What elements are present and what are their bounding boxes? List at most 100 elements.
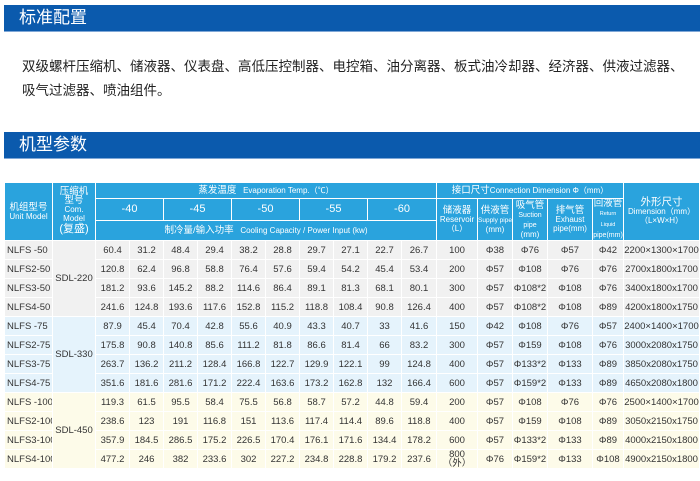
- header-capacity: 制冷量/输入功率 Cooling Capacity / Power Input …: [95, 219, 437, 242]
- cell-exhaust-pipe: Φ133: [547, 354, 593, 374]
- cell-unit-model: NLFS4-75: [4, 373, 53, 393]
- cell-capacity-power: 226.5: [231, 430, 266, 450]
- cell-capacity-power: 120.8: [95, 259, 130, 279]
- cell-reservoir: 600: [436, 373, 478, 393]
- cell-return-pipe: Φ89: [591, 411, 625, 431]
- cell-capacity-power: 115.2: [265, 297, 300, 317]
- cell-capacity-power: 234.8: [299, 449, 334, 469]
- cell-supply-pipe: Φ57: [477, 278, 513, 298]
- cell-exhaust-pipe: Φ133: [547, 430, 593, 450]
- cell-capacity-power: 152.8: [231, 297, 266, 317]
- cell-capacity-power: 33: [367, 316, 402, 336]
- header-reservoir: 储液器 Reservoir （L）: [436, 198, 478, 241]
- cell-capacity-power: 171.6: [333, 430, 368, 450]
- cell-exhaust-pipe: Φ133: [547, 373, 593, 393]
- cell-capacity-power: 93.6: [129, 278, 164, 298]
- cell-capacity-power: 114.6: [231, 278, 266, 298]
- cell-dimension: 3850x2080x1750: [623, 354, 700, 374]
- cell-dimension: 3050x2150x1750: [623, 411, 700, 431]
- cell-supply-pipe: Φ38: [477, 240, 513, 260]
- cell-capacity-power: 211.2: [163, 354, 198, 374]
- cell-capacity-power: 60.4: [95, 240, 130, 260]
- cell-return-pipe: Φ89: [591, 430, 625, 450]
- cell-capacity-power: 171.2: [197, 373, 232, 393]
- cell-capacity-power: 173.2: [299, 373, 334, 393]
- cell-exhaust-pipe: Φ76: [547, 392, 593, 412]
- cell-exhaust-pipe: Φ133: [547, 449, 593, 469]
- cell-unit-model: NLFS2-50: [4, 259, 53, 279]
- cell-capacity-power: 22.7: [367, 240, 402, 260]
- cell-capacity-power: 351.6: [95, 373, 130, 393]
- header-temp: -55: [299, 198, 368, 221]
- cell-dimension: 2400×1400×1700: [623, 316, 700, 336]
- cell-suction-pipe: Φ133*2: [512, 354, 548, 374]
- cell-exhaust-pipe: Φ108: [547, 278, 593, 298]
- cell-capacity-power: 86.6: [299, 335, 334, 355]
- cell-capacity-power: 227.2: [265, 449, 300, 469]
- cell-return-pipe: Φ76: [591, 335, 625, 355]
- cell-capacity-power: 38.2: [231, 240, 266, 260]
- cell-supply-pipe: Φ57: [477, 259, 513, 279]
- table-row: NLFS -75 SDL-330 87.9 45.4 70.4 42.8 55.6 40.9 4…: [4, 316, 700, 393]
- cell-reservoir: 400: [436, 411, 478, 431]
- cell-dimension: 4900x2150x1800: [623, 449, 700, 469]
- header-suction-pipe: 吸气管 Suction pipe (mm): [512, 198, 548, 241]
- cell-capacity-power: 83.2: [401, 335, 437, 355]
- cell-capacity-power: 151: [231, 411, 266, 431]
- cell-capacity-power: 357.9: [95, 430, 130, 450]
- table-row: NLFS4-50 241.6 124.8 193.6 117.6 152.8 115.2 11…: [4, 297, 700, 317]
- cell-return-pipe: Φ57: [591, 316, 625, 336]
- cell-dimension: 2200×1300×1700: [623, 240, 700, 260]
- table-row: NLFS2-100 238.6 123 191 116.8 151 113.6 117.4 11…: [4, 411, 700, 431]
- cell-compressor-model: SDL-450: [52, 392, 96, 469]
- cell-capacity-power: 140.8: [163, 335, 198, 355]
- cell-capacity-power: 126.4: [401, 297, 437, 317]
- cell-unit-model: NLFS4-100: [4, 449, 53, 469]
- cell-capacity-power: 166.4: [401, 373, 437, 393]
- cell-capacity-power: 237.6: [401, 449, 437, 469]
- cell-capacity-power: 40.7: [333, 316, 368, 336]
- header-temp: -50: [231, 198, 300, 221]
- header-temp: -40: [95, 198, 164, 221]
- cell-reservoir: 200: [436, 392, 478, 412]
- cell-capacity-power: 42.8: [197, 316, 232, 336]
- cell-compressor-model: SDL-330: [52, 316, 96, 393]
- cell-reservoir: 150: [436, 316, 478, 336]
- cell-capacity-power: 119.3: [95, 392, 130, 412]
- cell-exhaust-pipe: Φ57: [547, 240, 593, 260]
- table-row: NLFS4-100 477.2 246 382 233.6 302 227.2 234.8 22…: [4, 449, 700, 469]
- cell-suction-pipe: Φ108: [512, 316, 548, 336]
- cell-capacity-power: 263.7: [95, 354, 130, 374]
- cell-unit-model: NLFS -75: [4, 316, 53, 336]
- cell-capacity-power: 117.6: [197, 297, 232, 317]
- cell-supply-pipe: Φ57: [477, 430, 513, 450]
- cell-capacity-power: 40.9: [265, 316, 300, 336]
- cell-capacity-power: 99: [367, 354, 402, 374]
- cell-capacity-power: 58.4: [197, 392, 232, 412]
- cell-capacity-power: 58.8: [197, 259, 232, 279]
- cell-capacity-power: 62.4: [129, 259, 164, 279]
- cell-capacity-power: 81.3: [333, 278, 368, 298]
- cell-dimension: 4650x2080x1800: [623, 373, 700, 393]
- cell-supply-pipe: Φ42: [477, 316, 513, 336]
- cell-capacity-power: 54.2: [333, 259, 368, 279]
- cell-return-pipe: Φ89: [591, 297, 625, 317]
- table-row: NLFS -100 SDL-450 119.3 61.5 95.5 58.4 75.5 56.…: [4, 392, 700, 469]
- cell-supply-pipe: Φ57: [477, 297, 513, 317]
- cell-unit-model: NLFS2-100: [4, 411, 53, 431]
- cell-capacity-power: 88.2: [197, 278, 232, 298]
- header-evap-temp: 蒸发温度 Evaporation Temp.（℃）: [95, 182, 437, 199]
- table-row: NLFS2-50 120.8 62.4 96.8 58.8 76.4 57.6 59.4 54.…: [4, 259, 700, 279]
- cell-capacity-power: 57.2: [333, 392, 368, 412]
- cell-exhaust-pipe: Φ76: [547, 259, 593, 279]
- cell-suction-pipe: Φ133*2: [512, 430, 548, 450]
- cell-capacity-power: 113.6: [265, 411, 300, 431]
- cell-capacity-power: 118.8: [401, 411, 437, 431]
- cell-capacity-power: 132: [367, 373, 402, 393]
- cell-reservoir: 800 （外）: [436, 449, 478, 469]
- cell-dimension: 4000x2150x1800: [623, 430, 700, 450]
- cell-unit-model: NLFS4-50: [4, 297, 53, 317]
- cell-capacity-power: 181.6: [129, 373, 164, 393]
- cell-exhaust-pipe: Φ108: [547, 335, 593, 355]
- cell-capacity-power: 124.8: [401, 354, 437, 374]
